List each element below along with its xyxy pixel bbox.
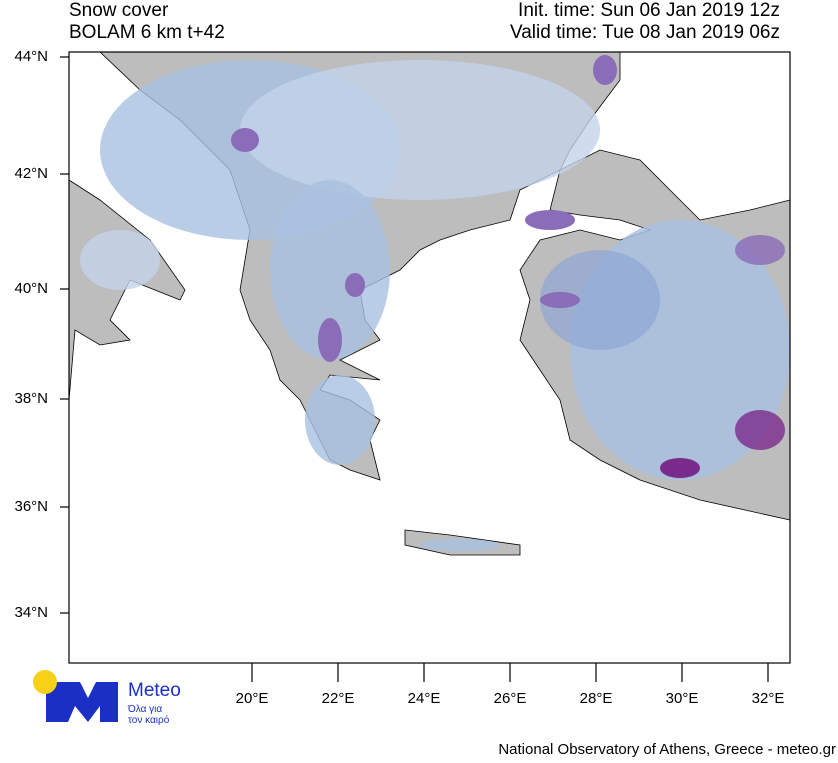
- valid-time: Valid time: Tue 08 Jan 2019 06z: [509, 22, 780, 43]
- lon-label: 30°E: [665, 690, 699, 707]
- lon-label: 32°E: [751, 690, 785, 707]
- lon-label: 28°E: [579, 690, 613, 707]
- product-title: Snow cover: [69, 0, 169, 21]
- lat-label: 38°N: [14, 390, 48, 407]
- credit-text: National Observatory of Athens, Greece -…: [498, 741, 836, 758]
- lat-label: 42°N: [14, 165, 48, 182]
- init-time: Init. time: Sun 06 Jan 2019 12z: [518, 0, 780, 21]
- lon-label: 26°E: [493, 690, 527, 707]
- map-frame: [68, 51, 791, 664]
- lat-label: 34°N: [14, 604, 48, 621]
- lat-label: 36°N: [14, 498, 48, 515]
- logo-tagline: Όλα για τον καιρό: [128, 704, 169, 726]
- tagline-line-2: τον καιρό: [128, 715, 170, 726]
- model-title: BOLAM 6 km t+42: [69, 22, 225, 43]
- tagline-line-1: Όλα για: [128, 704, 163, 715]
- meteo-logo: [33, 670, 118, 722]
- lat-label: 44°N: [14, 48, 48, 65]
- snow-cover: [80, 55, 790, 551]
- lon-label: 20°E: [235, 690, 269, 707]
- logo-sun: [33, 670, 57, 694]
- lon-label: 22°E: [321, 690, 355, 707]
- tick-marks: [60, 56, 769, 682]
- lon-label: 24°E: [407, 690, 441, 707]
- lat-label: 40°N: [14, 280, 48, 297]
- logo-m-shape: [46, 682, 118, 722]
- logo-name: Meteo: [128, 680, 181, 701]
